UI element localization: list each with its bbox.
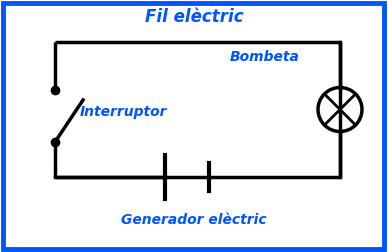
Text: Generador elèctric: Generador elèctric bbox=[121, 213, 267, 227]
Text: Bombeta: Bombeta bbox=[230, 50, 300, 64]
Text: Fil elèctric: Fil elèctric bbox=[145, 8, 243, 26]
Text: Interruptor: Interruptor bbox=[80, 105, 168, 119]
